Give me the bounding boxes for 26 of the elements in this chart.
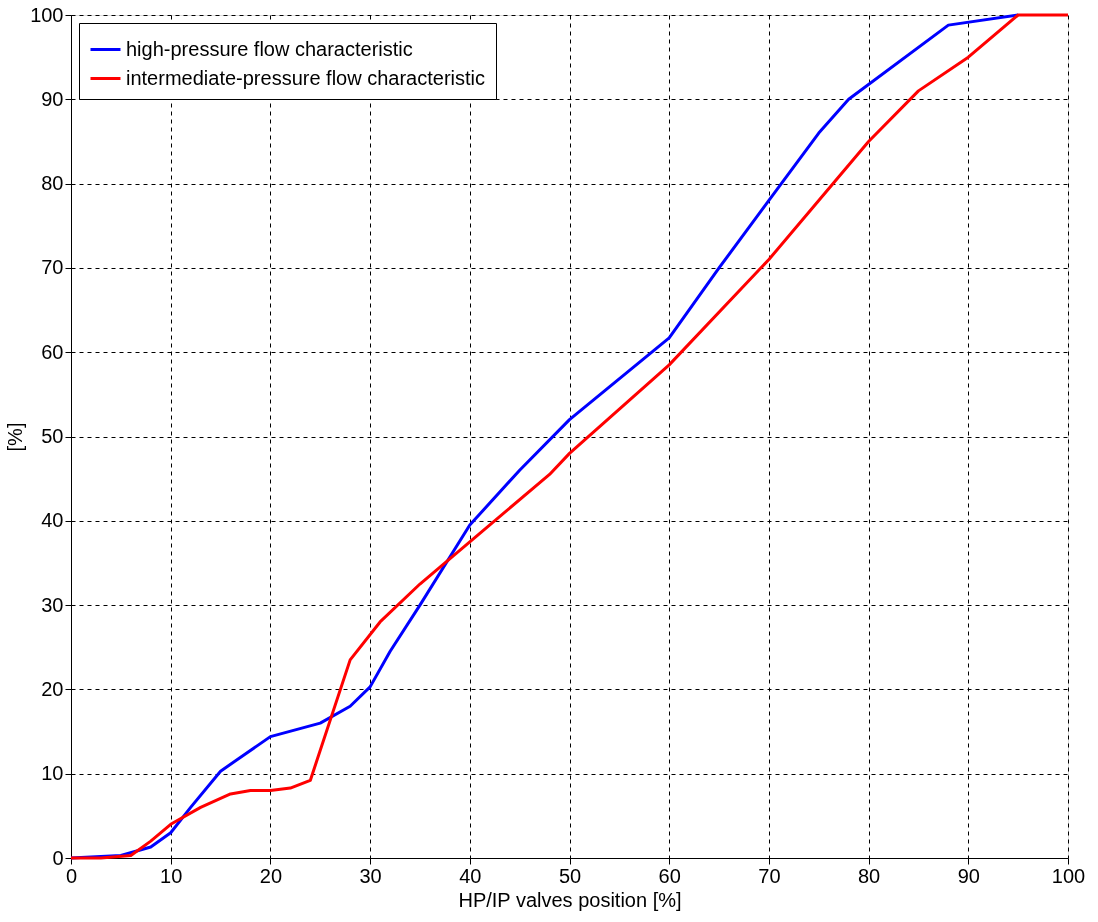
x-tick-label: 60	[658, 864, 681, 887]
x-tick-label: 40	[459, 864, 482, 887]
x-tick-label: 0	[65, 864, 78, 887]
legend-label: intermediate-pressure flow characteristic	[126, 66, 486, 89]
y-tick-label: 80	[41, 172, 64, 195]
y-tick-label: 10	[41, 762, 64, 785]
legend-label: high-pressure flow characteristic	[126, 37, 413, 60]
x-tick-label: 50	[558, 864, 582, 887]
y-tick-label: 0	[52, 846, 64, 869]
x-tick-label: 80	[857, 864, 881, 887]
x-tick-label: 70	[758, 864, 781, 887]
y-tick-label: 70	[41, 256, 64, 279]
x-tick-label: 90	[957, 864, 980, 887]
x-axis-title: HP/IP valves position [%]	[458, 888, 682, 911]
y-tick-label: 60	[41, 340, 64, 363]
x-tick-label: 30	[359, 864, 382, 887]
y-tick-label: 50	[41, 425, 64, 447]
y-tick-label: 30	[41, 593, 64, 616]
y-tick-label: 100	[30, 3, 64, 26]
x-tick-label: 10	[160, 864, 183, 887]
x-tick-label: 100	[1051, 864, 1086, 887]
y-tick-label: 20	[41, 677, 64, 700]
x-tick-label: 20	[259, 864, 283, 887]
y-axis-title: [%]	[4, 422, 27, 452]
y-tick-label: 40	[41, 509, 64, 532]
y-tick-label: 90	[41, 87, 64, 110]
